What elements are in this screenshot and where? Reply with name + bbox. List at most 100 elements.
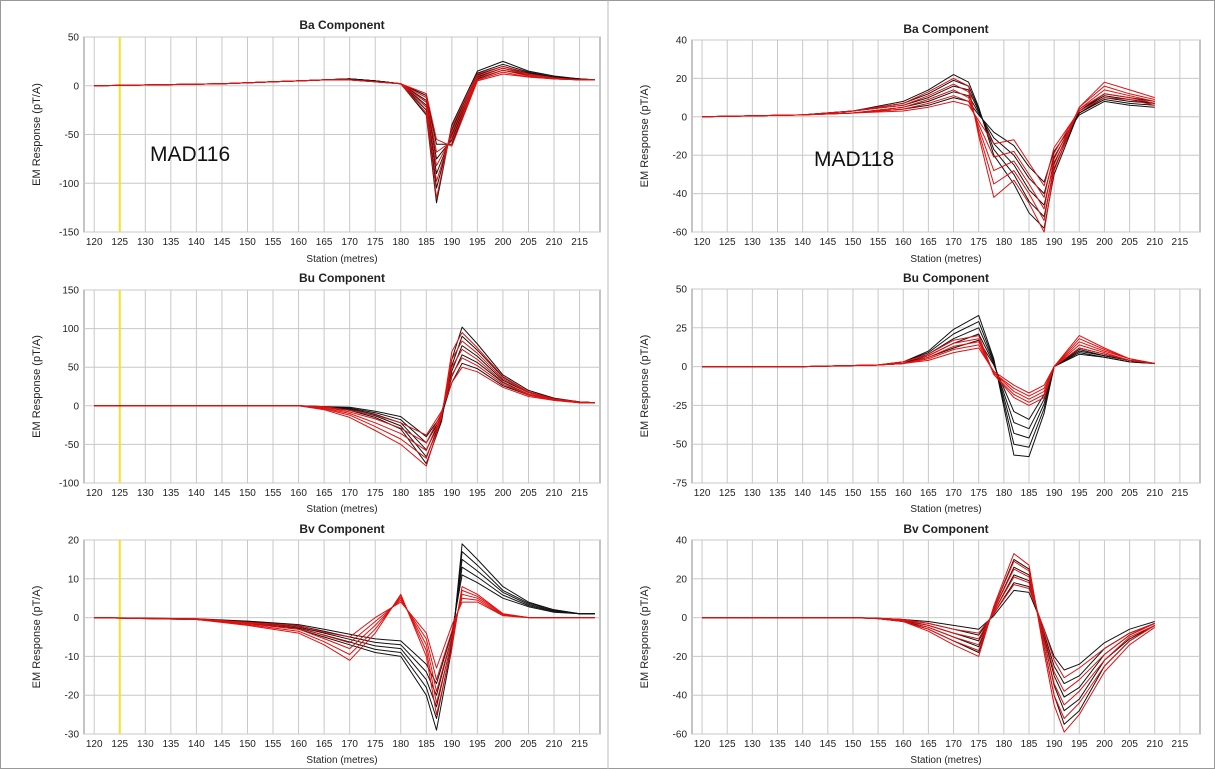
x-tick-label: 155 <box>265 739 282 750</box>
x-tick-label: 180 <box>995 488 1012 499</box>
y-tick-label: 150 <box>62 286 79 297</box>
y-tick-label: -20 <box>673 151 688 162</box>
y-tick-label: -30 <box>65 730 80 741</box>
x-axis-label: Station (metres) <box>306 755 377 766</box>
x-tick-label: 130 <box>744 488 761 499</box>
x-tick-label: 185 <box>418 488 435 499</box>
x-tick-label: 170 <box>341 488 358 499</box>
y-tick-label: 40 <box>676 36 688 47</box>
series-line <box>702 83 1155 221</box>
x-tick-label: 130 <box>744 739 761 750</box>
x-tick-label: 175 <box>970 237 987 248</box>
series-line <box>94 366 595 436</box>
x-tick-label: 210 <box>1146 739 1163 750</box>
series-line <box>702 74 1155 229</box>
chart-title: Bv Component <box>903 522 988 536</box>
x-tick-label: 185 <box>1021 739 1038 750</box>
x-tick-label: 120 <box>694 237 711 248</box>
x-tick-label: 165 <box>316 739 333 750</box>
x-tick-label: 185 <box>418 237 435 248</box>
x-tick-label: 155 <box>870 237 887 248</box>
x-tick-label: 120 <box>694 488 711 499</box>
x-tick-label: 125 <box>719 488 736 499</box>
x-tick-label: 140 <box>188 237 205 248</box>
x-tick-label: 215 <box>571 237 588 248</box>
x-tick-label: 215 <box>1172 237 1189 248</box>
y-tick-label: 0 <box>681 362 687 373</box>
x-tick-label: 135 <box>163 488 180 499</box>
y-tick-label: -60 <box>673 730 688 741</box>
x-tick-label: 195 <box>1071 488 1088 499</box>
x-tick-label: 175 <box>970 739 987 750</box>
x-tick-label: 180 <box>995 237 1012 248</box>
x-tick-label: 190 <box>443 237 460 248</box>
chart-mad116_ba: 120 125 130 135 140 145 150 155 160 165 170 175 180 1… <box>31 18 601 265</box>
x-tick-label: 120 <box>86 488 103 499</box>
x-tick-label: 150 <box>239 237 256 248</box>
y-tick-label: 20 <box>68 536 80 547</box>
x-tick-label: 160 <box>895 739 912 750</box>
x-tick-label: 145 <box>214 739 231 750</box>
y-tick-label: 0 <box>73 401 79 412</box>
x-tick-label: 150 <box>845 488 862 499</box>
x-tick-label: 215 <box>571 739 588 750</box>
x-tick-label: 190 <box>1046 237 1063 248</box>
chart-title: Bv Component <box>299 522 384 536</box>
series-line <box>94 574 595 685</box>
x-tick-label: 150 <box>239 488 256 499</box>
x-tick-label: 120 <box>86 739 103 750</box>
chart-title: Bu Component <box>903 271 989 285</box>
x-tick-label: 175 <box>367 739 384 750</box>
x-tick-label: 170 <box>945 739 962 750</box>
x-tick-label: 155 <box>265 488 282 499</box>
x-axis-label: Station (metres) <box>910 254 981 265</box>
x-tick-label: 155 <box>870 488 887 499</box>
x-tick-label: 155 <box>870 739 887 750</box>
y-axis-label: EM Response (pT/A) <box>639 586 651 689</box>
chart-title: Bu Component <box>299 271 385 285</box>
y-tick-label: -50 <box>65 440 80 451</box>
y-axis-label: EM Response (pT/A) <box>31 83 43 186</box>
x-tick-label: 210 <box>546 739 563 750</box>
x-tick-label: 175 <box>970 488 987 499</box>
x-tick-label: 210 <box>1146 488 1163 499</box>
series-line <box>702 560 1155 719</box>
y-tick-label: -100 <box>59 479 79 490</box>
x-tick-label: 120 <box>86 237 103 248</box>
series-line <box>94 340 595 459</box>
chart-mad118_bv: 120 125 130 135 140 145 150 155 160 165 170 175 180 1… <box>639 522 1201 766</box>
x-tick-label: 150 <box>845 237 862 248</box>
x-tick-label: 135 <box>769 488 786 499</box>
x-tick-label: 160 <box>895 488 912 499</box>
x-tick-label: 125 <box>719 237 736 248</box>
x-tick-label: 125 <box>111 739 128 750</box>
x-tick-label: 135 <box>163 237 180 248</box>
x-tick-label: 205 <box>520 237 537 248</box>
x-tick-label: 190 <box>443 488 460 499</box>
x-tick-label: 165 <box>316 237 333 248</box>
drillhole-label-mad116: MAD116 <box>150 143 231 166</box>
x-tick-label: 125 <box>111 237 128 248</box>
y-tick-label: 50 <box>676 285 688 296</box>
x-tick-label: 185 <box>418 739 435 750</box>
y-tick-label: -10 <box>65 652 80 663</box>
series-line <box>94 551 595 719</box>
x-tick-label: 135 <box>769 237 786 248</box>
series-line <box>702 584 1155 679</box>
series-line <box>702 93 1155 198</box>
y-tick-label: -50 <box>65 130 80 141</box>
x-tick-label: 210 <box>546 237 563 248</box>
series-line <box>702 347 1155 394</box>
y-tick-label: 0 <box>73 613 79 624</box>
chart-mad116_bu: 120 125 130 135 140 145 150 155 160 165 170 175 180 1… <box>31 271 601 515</box>
x-tick-label: 140 <box>188 739 205 750</box>
x-tick-label: 205 <box>520 488 537 499</box>
x-tick-label: 160 <box>895 237 912 248</box>
y-tick-label: -40 <box>673 189 688 200</box>
x-tick-label: 170 <box>945 488 962 499</box>
x-tick-label: 200 <box>1096 237 1113 248</box>
x-tick-label: 120 <box>694 739 711 750</box>
x-tick-label: 195 <box>469 739 486 750</box>
x-tick-label: 130 <box>744 237 761 248</box>
y-tick-label: 10 <box>68 574 80 585</box>
